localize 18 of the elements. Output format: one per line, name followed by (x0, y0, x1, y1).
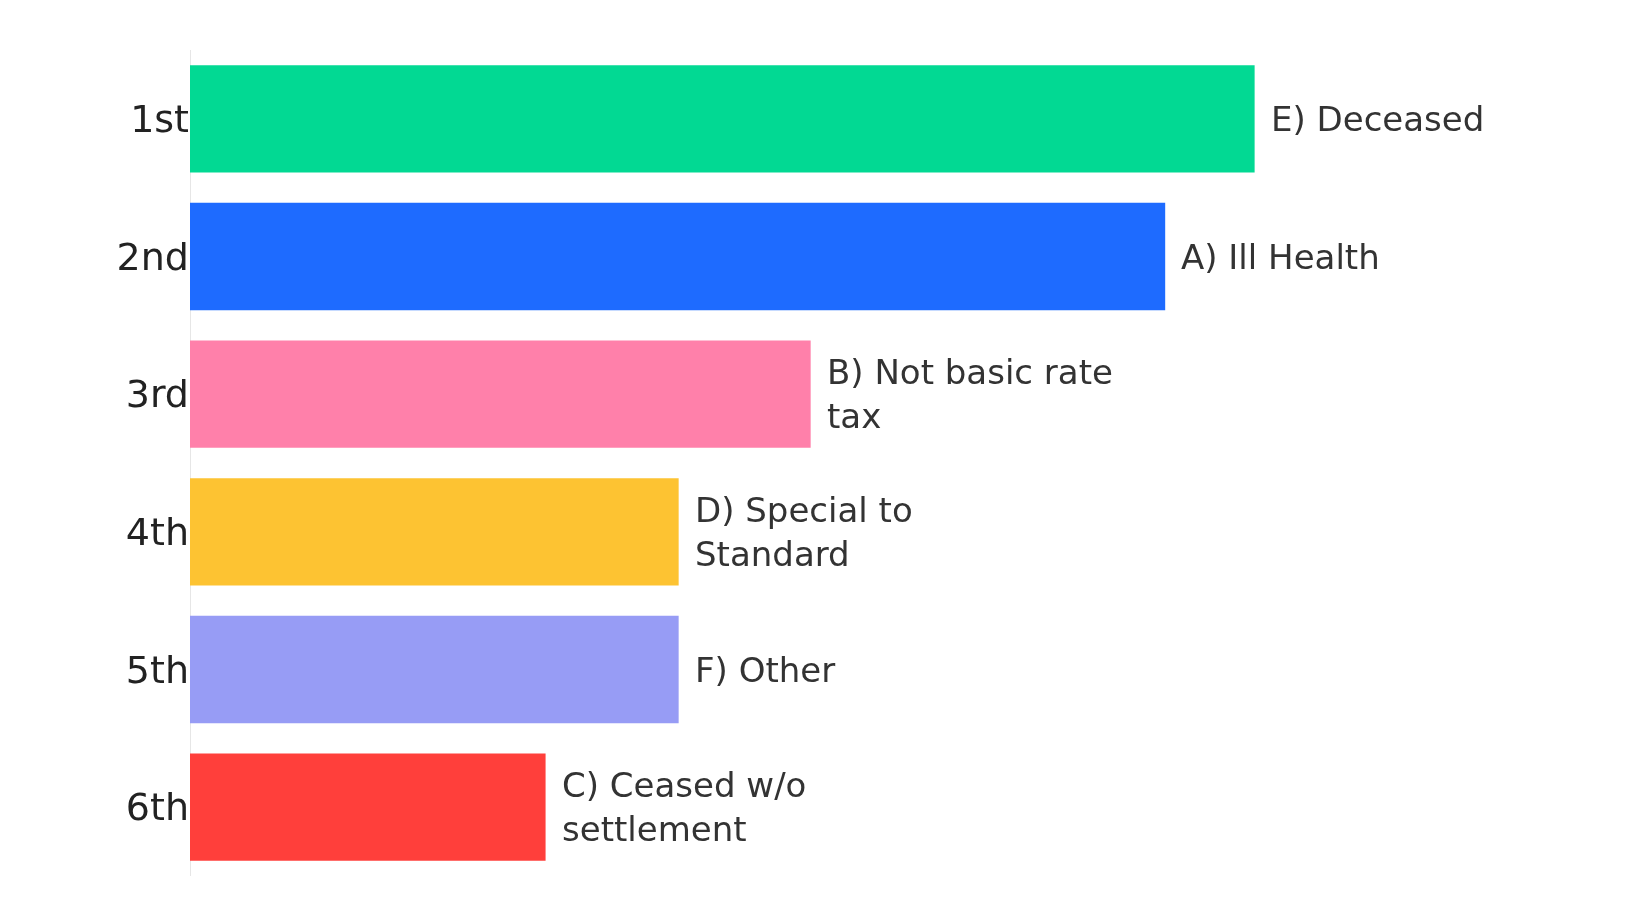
y-tick-label: 1st (130, 97, 189, 142)
annotation: D) Special to Standard (695, 490, 913, 575)
annotation: F) Other (695, 650, 836, 690)
bar (190, 340, 811, 448)
bar (190, 615, 679, 724)
bar (190, 202, 1166, 311)
y-tick-label: 4th (125, 510, 189, 555)
annotation: E) Deceased (1271, 99, 1485, 139)
bar (190, 478, 679, 586)
annotation: B) Not basic rate tax (827, 352, 1113, 437)
bar (190, 65, 1255, 173)
y-tick-label: 6th (125, 785, 189, 830)
y-tick-label: 3rd (125, 372, 189, 417)
bar (190, 753, 546, 861)
annotation: C) Ceased w/o settlement (562, 765, 807, 850)
annotation: A) Ill Health (1181, 237, 1380, 277)
y-tick-label: 5th (125, 647, 189, 692)
y-tick-label: 2nd (116, 234, 189, 279)
